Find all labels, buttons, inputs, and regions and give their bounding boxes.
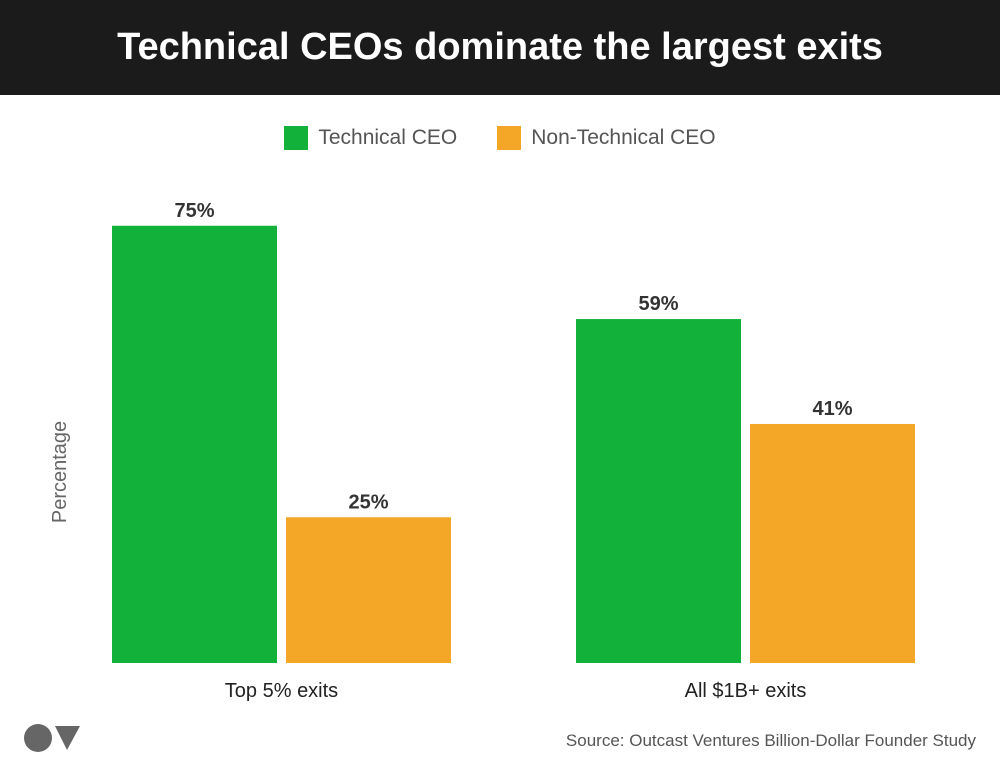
logo [24,724,80,752]
bar-technical [576,319,741,663]
y-axis-label: Percentage [49,421,71,523]
data-label: 75% [174,200,214,222]
legend-item-non-technical: Non-Technical CEO [497,126,716,150]
logo-circle-icon [24,724,52,752]
data-label: 25% [348,491,388,513]
title-bar [0,0,1000,95]
bar-non-technical [750,423,915,663]
legend-swatch-non-technical [497,126,522,150]
source-note: Source: Outcast Ventures Billion-Dollar … [565,731,976,750]
legend: Technical CEO Non-Technical CEO [0,126,1000,150]
x-tick-label: Top 5% exits [225,680,338,702]
data-label: 59% [638,293,678,315]
bar-technical [112,225,277,663]
legend-label: Technical CEO [318,126,458,149]
bar-non-technical [286,517,451,663]
legend-item-technical: Technical CEO [284,126,457,150]
x-tick-label: All $1B+ exits [685,680,807,702]
legend-label: Non-Technical CEO [531,126,716,149]
chart-title: Technical CEOs dominate the largest exit… [117,26,883,68]
legend-swatch-technical [284,126,309,150]
logo-triangle-icon [55,726,80,750]
data-label: 41% [812,398,852,420]
